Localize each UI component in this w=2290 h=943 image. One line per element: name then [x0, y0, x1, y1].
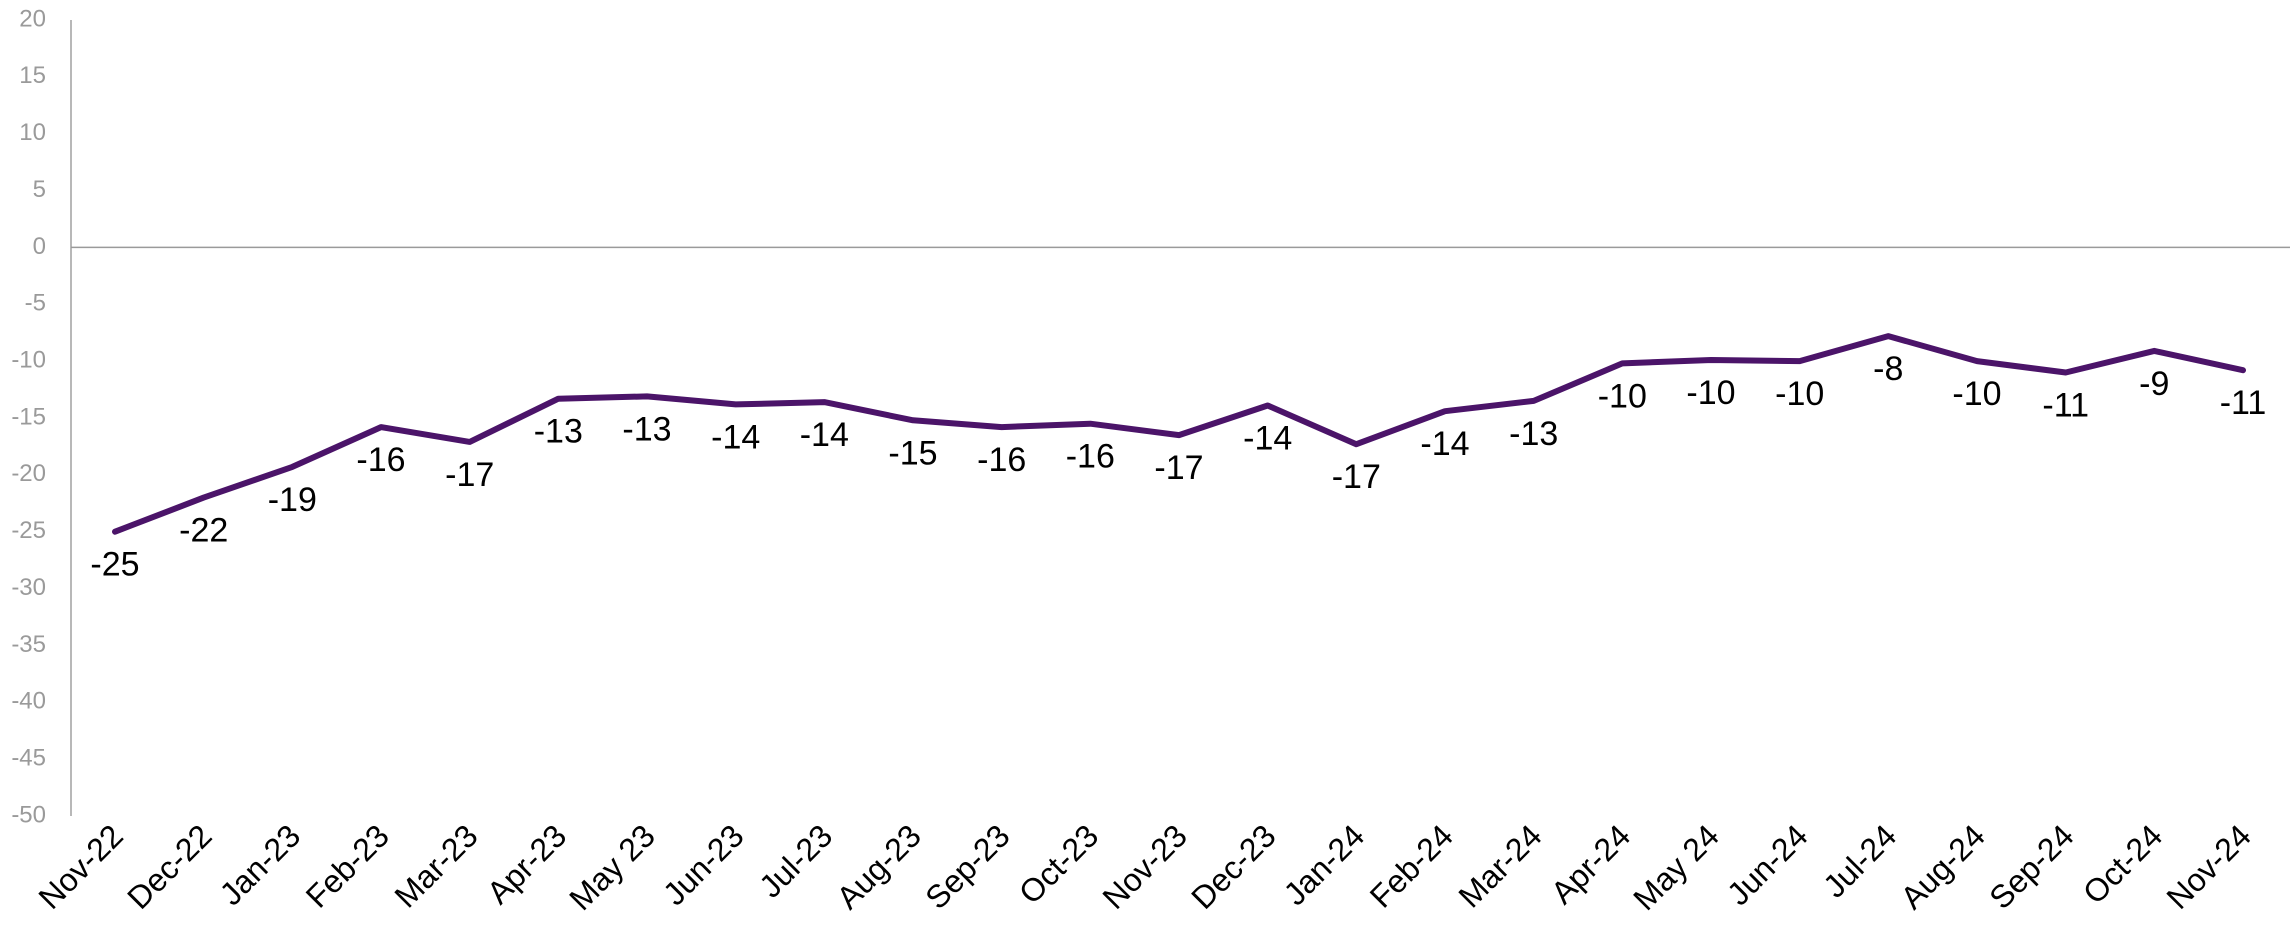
data-label: -14 — [711, 418, 760, 456]
x-tick-label: Mar-24 — [1452, 817, 1549, 914]
data-label: -19 — [268, 481, 317, 519]
x-axis: Nov-22Dec-22Jan-23Feb-23Mar-23Apr-23May … — [32, 817, 2258, 917]
x-tick-label: Apr-24 — [1544, 817, 1637, 910]
data-label: -9 — [2139, 365, 2169, 403]
y-tick-label: -40 — [11, 688, 46, 715]
data-label: -11 — [2042, 387, 2089, 425]
x-tick-label: May 23 — [562, 817, 662, 917]
y-tick-label: -30 — [11, 574, 46, 601]
x-tick-label: Sep-23 — [918, 817, 1016, 915]
y-axis: 20 15 10 5 0 -5 -10 -15 -20 -25 -30 -35 -40 -45 -50 — [11, 5, 72, 828]
data-label: -14 — [1420, 425, 1469, 463]
data-label: -22 — [179, 512, 228, 550]
data-label: -25 — [90, 546, 139, 584]
data-label: -17 — [445, 456, 494, 494]
data-label: -16 — [356, 441, 405, 479]
x-tick-label: Dec-23 — [1184, 817, 1282, 915]
x-tick-label: Aug-24 — [1894, 817, 1992, 915]
x-tick-label: Mar-23 — [388, 817, 485, 914]
data-label: -11 — [2220, 384, 2267, 422]
y-tick-label: -10 — [11, 346, 46, 373]
x-tick-label: Dec-22 — [120, 817, 218, 915]
x-tick-label: Feb-23 — [299, 817, 396, 914]
y-tick-label: -20 — [11, 460, 46, 487]
x-tick-label: Jan-23 — [213, 817, 308, 912]
x-tick-label: Aug-23 — [830, 817, 928, 915]
x-tick-label: Jun-23 — [656, 817, 751, 912]
data-label: -10 — [1952, 375, 2001, 413]
x-tick-label: Nov-22 — [32, 817, 130, 915]
data-label: -13 — [622, 410, 671, 448]
data-label: -14 — [1243, 420, 1292, 458]
data-label: -16 — [977, 441, 1026, 479]
x-tick-label: Sep-24 — [1982, 817, 2080, 915]
data-label: -16 — [1066, 438, 1115, 476]
x-tick-label: Jun-24 — [1720, 817, 1815, 912]
data-label: -10 — [1686, 374, 1735, 412]
data-label: -17 — [1332, 458, 1381, 496]
series-line-group — [112, 333, 2246, 535]
series-line — [112, 333, 2246, 535]
x-tick-label: Feb-24 — [1363, 817, 1460, 914]
x-tick-label: Apr-23 — [480, 817, 573, 910]
data-label: -17 — [1154, 449, 1203, 487]
data-label: -10 — [1598, 377, 1647, 415]
y-tick-label: 15 — [19, 62, 46, 89]
x-tick-label: Nov-24 — [2160, 817, 2258, 915]
y-tick-label: -35 — [11, 631, 46, 658]
y-tick-label: 20 — [19, 5, 46, 32]
y-tick-label: -50 — [11, 801, 46, 828]
data-label: -13 — [534, 413, 583, 451]
data-label: -13 — [1509, 415, 1558, 453]
x-tick-label: Nov-23 — [1096, 817, 1194, 915]
x-tick-label: Jul-23 — [752, 817, 839, 904]
y-tick-label: -45 — [11, 744, 46, 771]
x-tick-label: Jul-24 — [1816, 817, 1903, 904]
data-labels: -25 -22 -19 -16 -17 -13 -13 -14 -14 -15 -16 -16 -17 -… — [90, 350, 2266, 584]
data-label: -14 — [800, 416, 849, 454]
x-tick-label: May 24 — [1626, 817, 1726, 917]
data-label: -8 — [1873, 350, 1903, 388]
data-label: -15 — [888, 434, 937, 472]
y-tick-label: 10 — [19, 119, 46, 146]
y-tick-label: -5 — [25, 290, 46, 317]
y-tick-label: 0 — [33, 233, 46, 260]
x-tick-label: Jan-24 — [1277, 817, 1372, 912]
data-label: -10 — [1775, 375, 1824, 413]
y-tick-label: -25 — [11, 517, 46, 544]
y-tick-label: 5 — [33, 176, 46, 203]
x-tick-label: Oct-23 — [1012, 817, 1105, 910]
x-tick-label: Oct-24 — [2076, 817, 2169, 910]
y-tick-label: -15 — [11, 403, 46, 430]
